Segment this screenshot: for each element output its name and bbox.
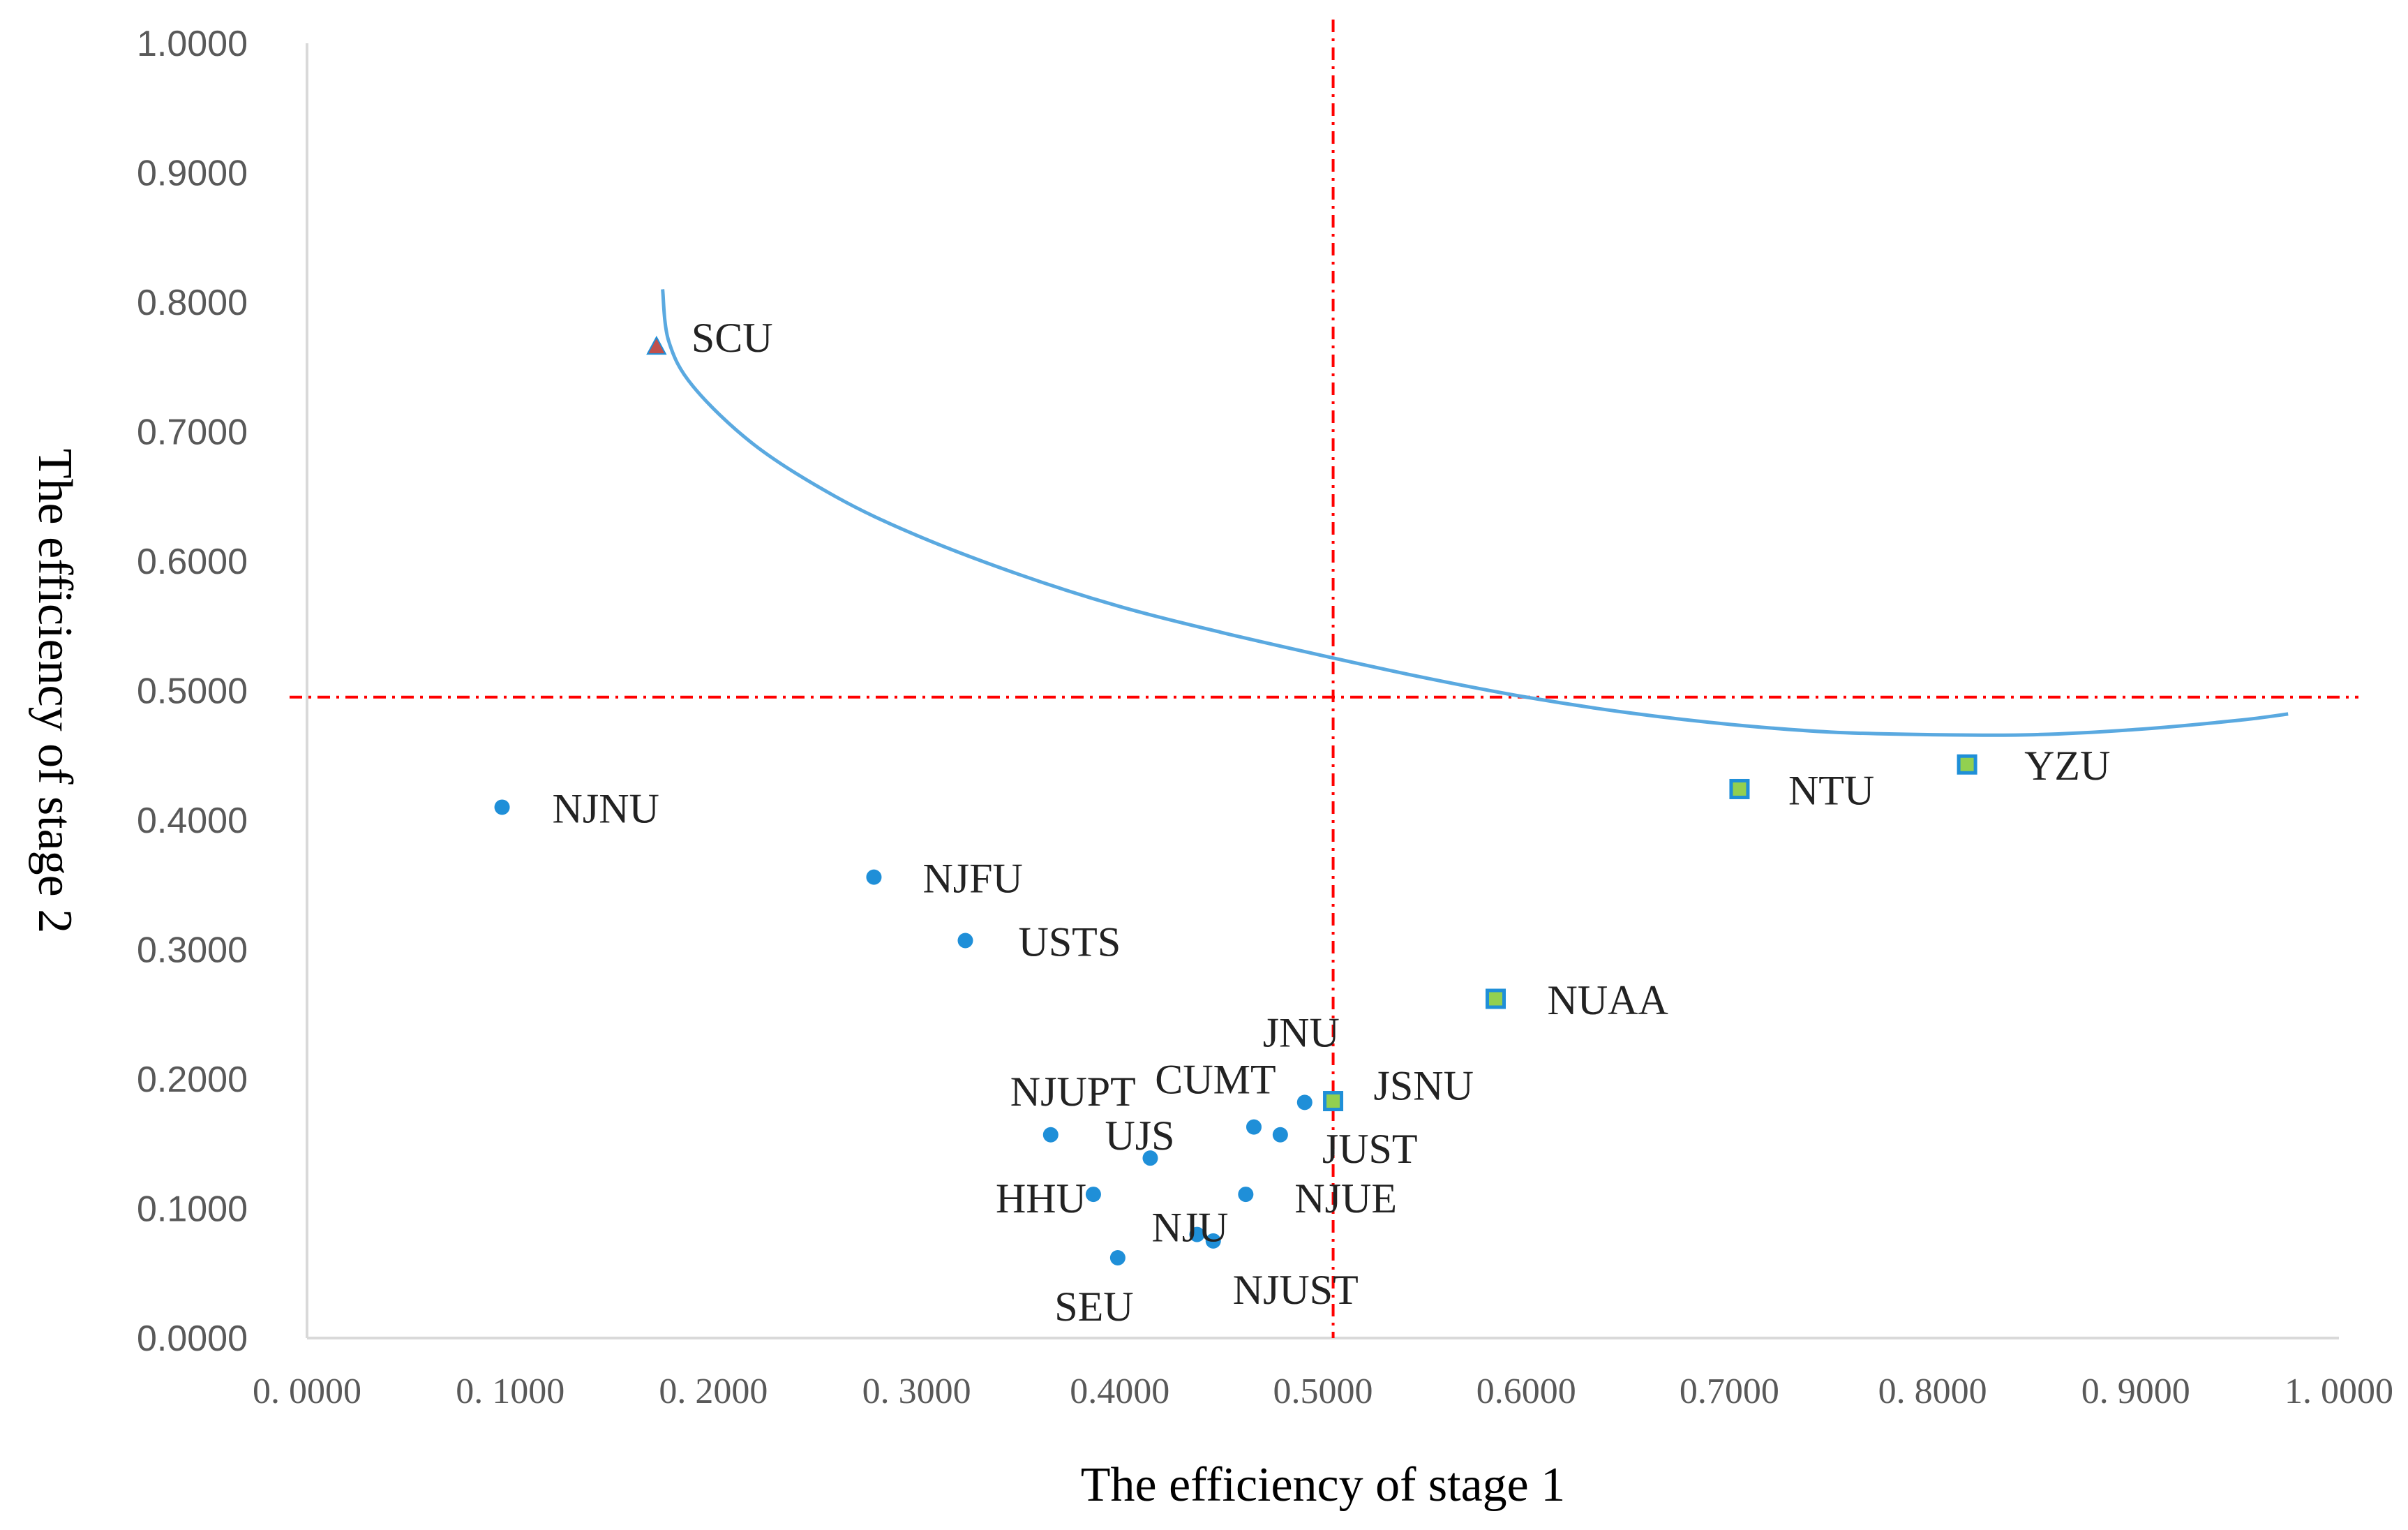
point-label-njfu: NJFU	[922, 856, 1022, 902]
x-tick-label: 1. 0000	[2284, 1372, 2393, 1411]
x-tick-label: 0. 2000	[659, 1372, 768, 1411]
point-label-njnu: NJNU	[553, 785, 659, 831]
y-tick-label: 0.1000	[137, 1189, 248, 1230]
frontier-curve	[661, 289, 2289, 737]
point-label-cumt: CUMT	[1155, 1057, 1276, 1103]
data-points	[494, 335, 1977, 1265]
point-label-njust: NJUST	[1233, 1267, 1359, 1313]
x-tick-label: 0.4000	[1070, 1372, 1169, 1411]
y-tick-label: 0.5000	[137, 671, 248, 712]
point-label-ntu: NTU	[1788, 767, 1874, 813]
point-jnu	[1296, 1094, 1313, 1111]
y-tick-label: 0.0000	[137, 1319, 248, 1359]
point-njfu	[866, 869, 882, 885]
y-tick-labels: 0.0000 0.1000 0.2000 0.3000 0.4000 0.5000 0.60…	[137, 24, 248, 1359]
point-label-jnu: JNU	[1263, 1009, 1340, 1055]
point-label-njupt: NJUPT	[1010, 1069, 1136, 1115]
y-tick-label: 0.7000	[137, 413, 248, 453]
y-tick-label: 0.3000	[137, 930, 248, 971]
y-tick-label: 0.2000	[137, 1060, 248, 1100]
x-tick-label: 0. 3000	[862, 1372, 971, 1411]
y-axis-title: The efficiency of stage 2	[28, 449, 82, 934]
y-tick-label: 0.4000	[137, 801, 248, 841]
point-seu	[1109, 1249, 1126, 1265]
point-label-nju: NJU	[1151, 1205, 1228, 1251]
point-nuaa	[1486, 988, 1506, 1009]
point-hhu	[1085, 1187, 1101, 1203]
y-tick-label: 1.0000	[137, 24, 248, 64]
point-scu	[646, 335, 667, 355]
point-label-hhu: HHU	[996, 1175, 1086, 1221]
x-tick-label: 0.5000	[1273, 1372, 1373, 1411]
x-tick-label: 0.7000	[1680, 1372, 1779, 1411]
point-label-njue: NJUE	[1294, 1175, 1397, 1221]
point-label-nuaa: NUAA	[1548, 977, 1668, 1023]
reference-lines	[290, 20, 2358, 1338]
point-label-yzu: YZU	[2024, 743, 2110, 789]
point-cumt	[1246, 1119, 1262, 1135]
point-yzu	[1957, 754, 1977, 775]
y-tick-label: 0.9000	[137, 154, 248, 194]
point-njupt	[1042, 1127, 1059, 1143]
y-tick-label: 0.6000	[137, 542, 248, 582]
point-usts	[957, 933, 973, 949]
point-label-jsnu: JSNU	[1374, 1063, 1474, 1109]
point-label-usts: USTS	[1018, 919, 1121, 965]
point-label-ujs: UJS	[1105, 1113, 1174, 1159]
x-tick-label: 0.6000	[1476, 1372, 1576, 1411]
x-axis-title: The efficiency of stage 1	[1081, 1458, 1566, 1512]
point-ujs	[1142, 1150, 1158, 1166]
curve-layer	[661, 289, 2289, 737]
point-njue	[1238, 1187, 1254, 1203]
point-njnu	[494, 799, 510, 815]
x-tick-labels: 0. 0000 0. 1000 0. 2000 0. 3000 0.4000 0.5000…	[253, 1372, 2393, 1411]
point-jsnu	[1323, 1091, 1344, 1112]
axes	[306, 43, 2339, 1339]
y-tick-label: 0.8000	[137, 283, 248, 323]
point-ntu	[1729, 778, 1750, 799]
point-just	[1272, 1127, 1288, 1143]
x-tick-label: 0. 1000	[456, 1372, 564, 1411]
x-tick-label: 0. 9000	[2081, 1372, 2190, 1411]
point-njust	[1205, 1233, 1221, 1249]
point-label-scu: SCU	[691, 315, 773, 361]
x-tick-label: 0. 0000	[253, 1372, 361, 1411]
point-label-just: JUST	[1322, 1126, 1418, 1172]
point-label-seu: SEU	[1054, 1284, 1133, 1330]
x-tick-label: 0. 8000	[1878, 1372, 1987, 1411]
point-nju	[1189, 1226, 1205, 1242]
